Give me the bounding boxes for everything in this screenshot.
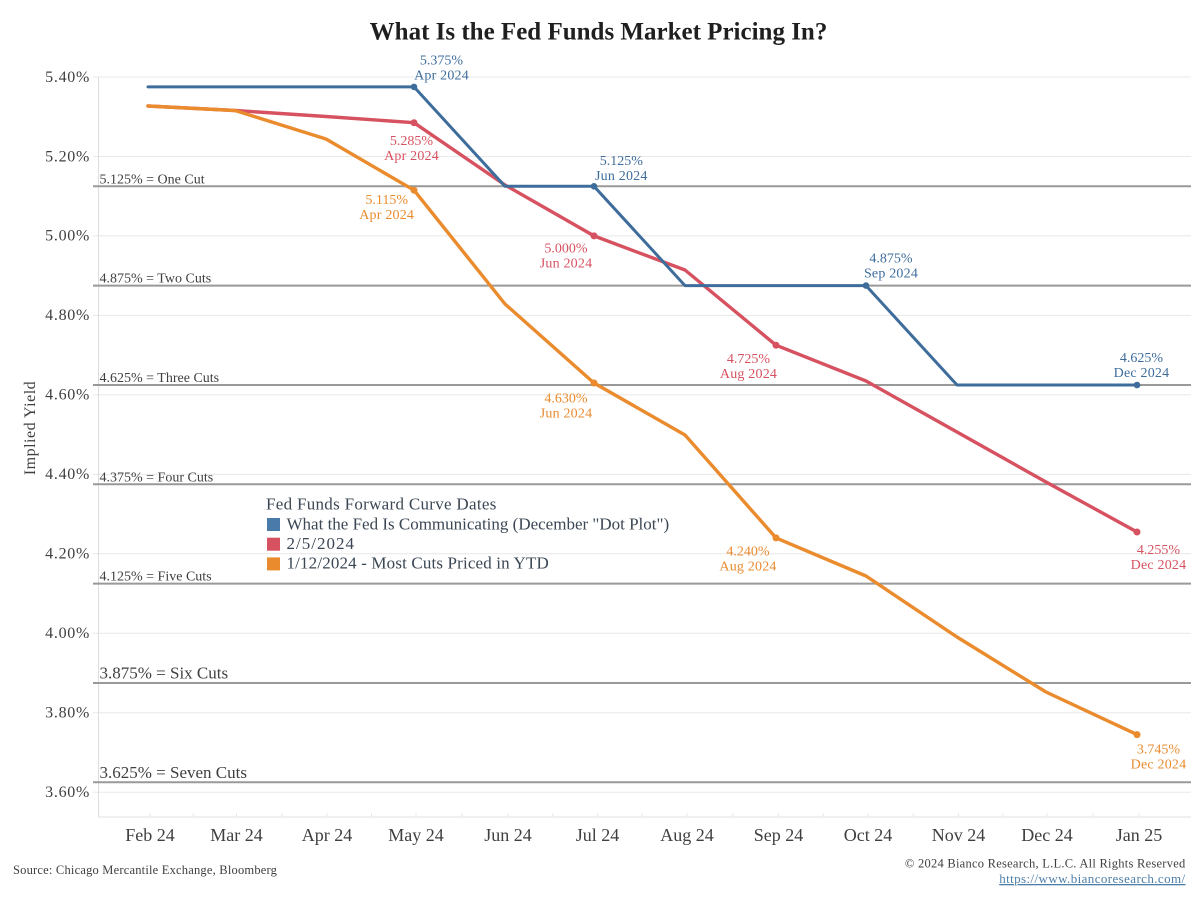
- svg-text:Dec 24: Dec 24: [1021, 825, 1072, 845]
- svg-text:5.20%: 5.20%: [45, 148, 90, 165]
- svg-text:Dec 2024: Dec 2024: [1114, 366, 1170, 381]
- svg-text:Apr 2024: Apr 2024: [359, 208, 414, 223]
- svg-text:4.875%: 4.875%: [869, 252, 913, 267]
- svg-text:4.60%: 4.60%: [45, 387, 90, 404]
- svg-text:Jul 24: Jul 24: [576, 825, 620, 845]
- svg-text:Apr 2024: Apr 2024: [384, 149, 439, 164]
- svg-text:Sep 2024: Sep 2024: [864, 267, 918, 282]
- svg-text:2/5/2024: 2/5/2024: [287, 534, 355, 553]
- svg-text:5.40%: 5.40%: [45, 69, 90, 86]
- svg-text:5.000%: 5.000%: [544, 242, 588, 257]
- svg-text:5.375%: 5.375%: [420, 54, 464, 69]
- svg-text:4.00%: 4.00%: [45, 625, 90, 642]
- svg-text:Sep 24: Sep 24: [754, 825, 804, 845]
- svg-text:Jun 2024: Jun 2024: [540, 257, 593, 272]
- svg-text:Source: Chicago Mercantile Exc: Source: Chicago Mercantile Exchange, Blo…: [13, 863, 278, 877]
- svg-text:1/12/2024 - Most Cuts Priced i: 1/12/2024 - Most Cuts Priced in YTD: [287, 554, 549, 573]
- svg-text:4.630%: 4.630%: [544, 392, 588, 407]
- svg-text:Feb 24: Feb 24: [125, 825, 175, 845]
- svg-text:Mar 24: Mar 24: [210, 825, 263, 845]
- svg-text:4.240%: 4.240%: [726, 545, 770, 560]
- svg-text:Aug 2024: Aug 2024: [720, 367, 777, 382]
- svg-text:3.745%: 3.745%: [1137, 743, 1181, 758]
- svg-text:4.40%: 4.40%: [45, 466, 90, 483]
- svg-text:Jun 24: Jun 24: [484, 825, 532, 845]
- svg-text:4.625% = Three Cuts: 4.625% = Three Cuts: [100, 371, 220, 386]
- svg-text:4.875% = Two Cuts: 4.875% = Two Cuts: [100, 272, 212, 287]
- svg-text:5.285%: 5.285%: [390, 134, 434, 149]
- svg-text:5.125% = One Cut: 5.125% = One Cut: [100, 172, 205, 187]
- svg-text:Nov 24: Nov 24: [932, 825, 986, 845]
- svg-text:5.115%: 5.115%: [365, 193, 408, 208]
- svg-text:Jun 2024: Jun 2024: [540, 407, 593, 422]
- svg-text:4.125% = Five Cuts: 4.125% = Five Cuts: [100, 570, 212, 585]
- svg-text:3.875% = Six Cuts: 3.875% = Six Cuts: [100, 664, 229, 683]
- svg-text:Apr 2024: Apr 2024: [414, 69, 469, 84]
- svg-text:3.80%: 3.80%: [45, 705, 90, 722]
- svg-text:4.625%: 4.625%: [1120, 351, 1164, 366]
- svg-text:Aug 24: Aug 24: [660, 825, 714, 845]
- svg-text:3.60%: 3.60%: [45, 784, 90, 801]
- svg-text:4.375% = Four Cuts: 4.375% = Four Cuts: [100, 470, 214, 485]
- svg-text:4.255%: 4.255%: [1137, 543, 1181, 558]
- svg-text:5.125%: 5.125%: [600, 154, 644, 169]
- svg-text:Oct 24: Oct 24: [844, 825, 893, 845]
- svg-text:Dec 2024: Dec 2024: [1131, 558, 1187, 573]
- svg-text:5.00%: 5.00%: [45, 228, 90, 245]
- svg-text:Fed Funds Forward Curve Dates: Fed Funds Forward Curve Dates: [266, 495, 497, 514]
- svg-text:Implied Yield: Implied Yield: [22, 381, 39, 475]
- svg-text:What the Fed Is Communicating: What the Fed Is Communicating (December …: [287, 515, 670, 534]
- svg-text:3.625% = Seven Cuts: 3.625% = Seven Cuts: [100, 763, 247, 782]
- svg-text:Jun 2024: Jun 2024: [595, 169, 648, 184]
- svg-text:https://www.biancoresearch.com: https://www.biancoresearch.com/: [999, 871, 1185, 886]
- svg-text:May 24: May 24: [388, 825, 444, 845]
- svg-text:© 2024 Bianco Research, L.L.C.: © 2024 Bianco Research, L.L.C. All Right…: [905, 857, 1186, 871]
- svg-text:4.80%: 4.80%: [45, 307, 90, 324]
- svg-text:Jan 25: Jan 25: [1116, 825, 1163, 845]
- svg-text:Dec 2024: Dec 2024: [1131, 758, 1187, 773]
- svg-text:4.20%: 4.20%: [45, 546, 90, 563]
- svg-text:Aug 2024: Aug 2024: [719, 560, 776, 575]
- svg-text:Apr 24: Apr 24: [302, 825, 353, 845]
- svg-text:4.725%: 4.725%: [727, 352, 771, 367]
- svg-text:What Is the Fed Funds Market P: What Is the Fed Funds Market Pricing In?: [370, 19, 828, 46]
